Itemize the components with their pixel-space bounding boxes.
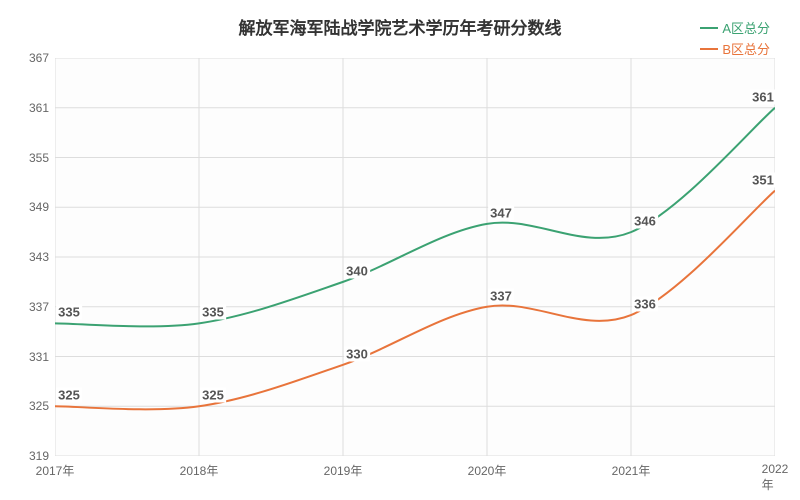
y-tick-label: 325: [29, 399, 49, 413]
legend-item[interactable]: A区总分: [700, 18, 770, 37]
chart-title: 解放军海军陆战学院艺术学历年考研分数线: [0, 14, 800, 39]
data-label: 336: [632, 297, 658, 312]
legend: A区总分 B区总分: [700, 18, 770, 60]
x-tick-label: 2021年: [612, 462, 651, 479]
y-tick-label: 337: [29, 300, 49, 314]
y-tick-label: 343: [29, 250, 49, 264]
y-tick-label: 319: [29, 449, 49, 463]
legend-label: A区总分: [722, 18, 770, 37]
data-label: 346: [632, 214, 658, 229]
line-chart: 解放军海军陆战学院艺术学历年考研分数线 A区总分 B区总分 319 325 331 33…: [0, 0, 800, 500]
plot-area: [55, 58, 775, 456]
x-tick-label: 2020年: [468, 462, 507, 479]
data-label: 340: [344, 263, 370, 278]
data-label: 361: [750, 89, 776, 104]
chart-svg: [55, 58, 775, 456]
y-tick-label: 349: [29, 200, 49, 214]
x-tick-label: 2018年: [180, 462, 219, 479]
legend-label: B区总分: [722, 39, 770, 58]
legend-line-icon: [700, 27, 718, 29]
data-label: 337: [488, 288, 514, 303]
y-tick-label: 361: [29, 101, 49, 115]
data-label: 325: [56, 388, 82, 403]
y-tick-label: 367: [29, 51, 49, 65]
legend-item[interactable]: B区总分: [700, 39, 770, 58]
data-label: 347: [488, 205, 514, 220]
y-tick-label: 331: [29, 350, 49, 364]
data-label: 325: [200, 388, 226, 403]
x-tick-label: 2022年: [762, 462, 789, 493]
x-tick-label: 2017年: [36, 462, 75, 479]
y-tick-label: 355: [29, 151, 49, 165]
data-label: 351: [750, 172, 776, 187]
data-label: 330: [344, 346, 370, 361]
legend-line-icon: [700, 48, 718, 50]
data-label: 335: [200, 305, 226, 320]
data-label: 335: [56, 305, 82, 320]
x-tick-label: 2019年: [324, 462, 363, 479]
